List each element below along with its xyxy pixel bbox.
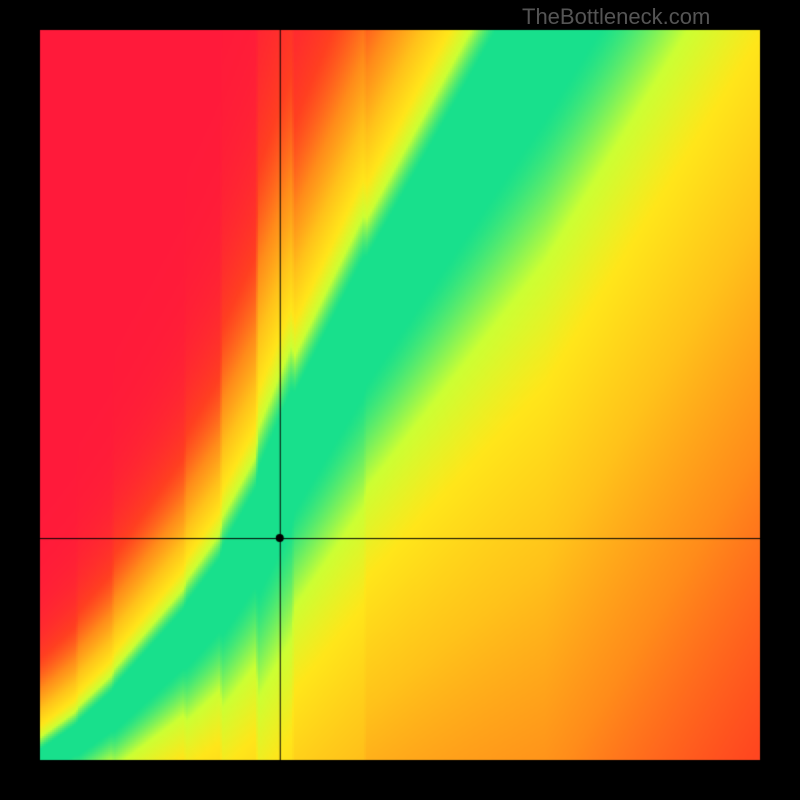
chart-container: TheBottleneck.com [0, 0, 800, 800]
watermark-text: TheBottleneck.com [522, 4, 710, 30]
heatmap-canvas [0, 0, 800, 800]
